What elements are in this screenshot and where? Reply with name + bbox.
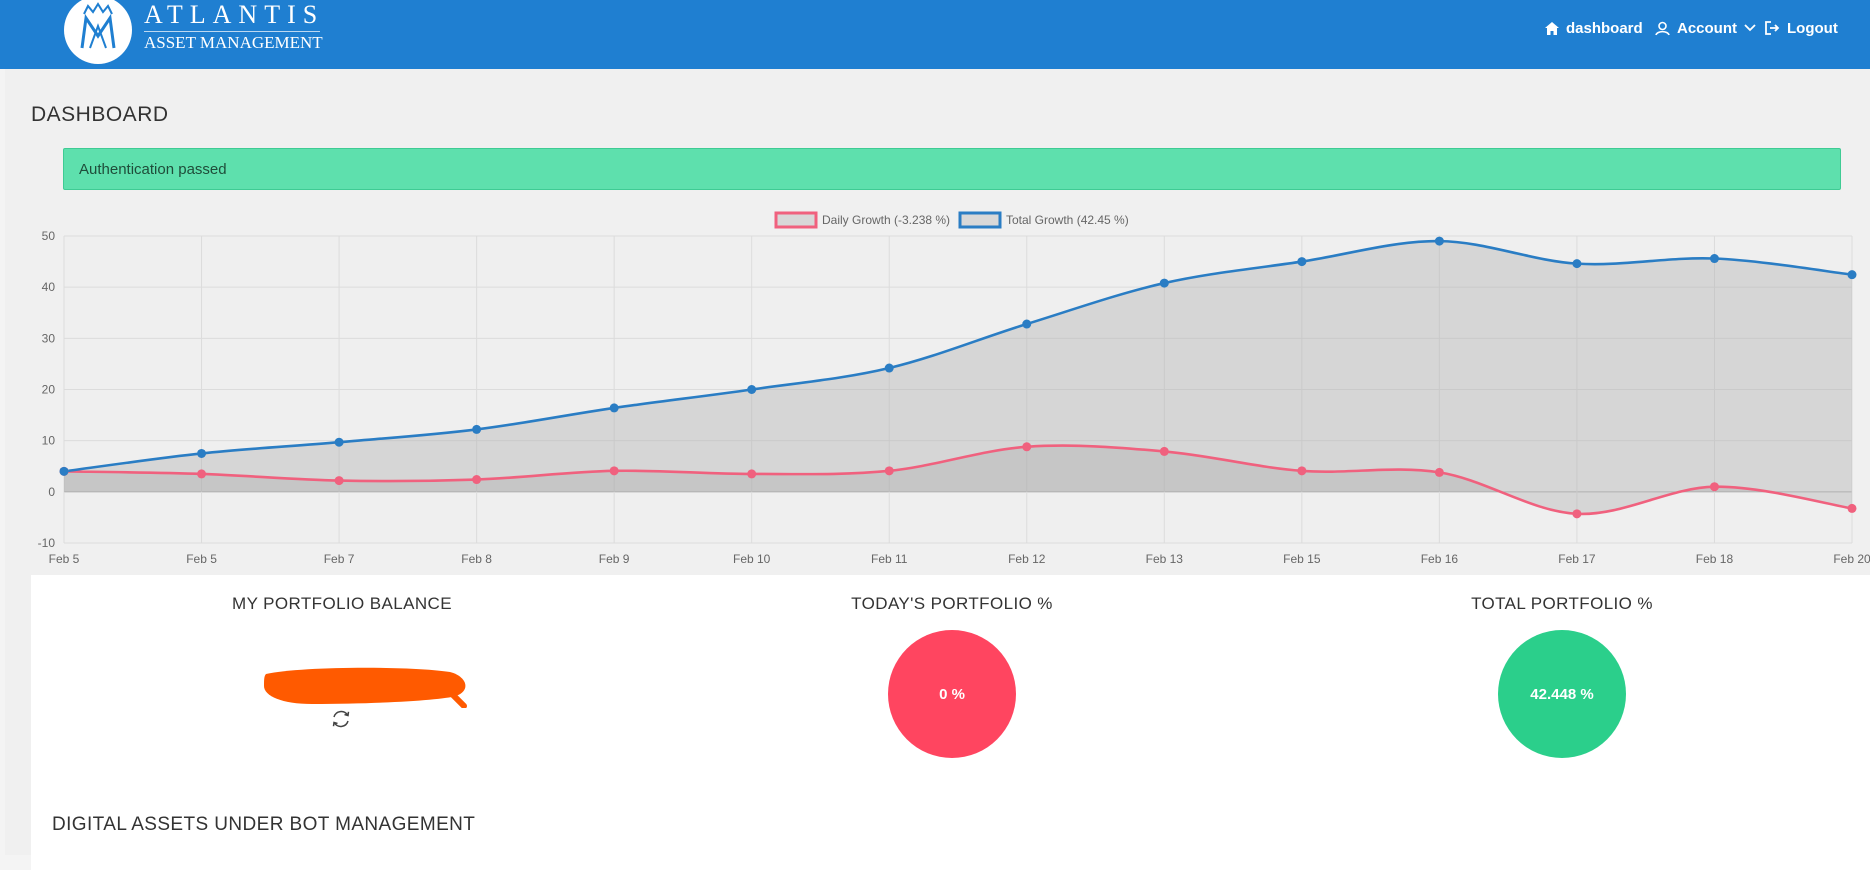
data-point: [747, 469, 757, 479]
data-point: [1847, 270, 1857, 280]
today-percent-value: 0 %: [939, 685, 965, 703]
legend-swatch: [774, 211, 818, 229]
brand-divider: [144, 31, 320, 32]
x-tick-label: Feb 12: [1008, 552, 1046, 566]
atlantis-logo[interactable]: [64, 0, 132, 64]
x-tick-label: Feb 10: [733, 552, 771, 566]
data-point: [1572, 509, 1582, 519]
y-tick-label: 10: [42, 434, 56, 448]
data-point: [1434, 236, 1444, 246]
auth-alert: Authentication passed: [63, 148, 1841, 190]
today-percent-circle: 0 %: [888, 630, 1016, 758]
logout-icon: [1765, 21, 1780, 35]
nav-dashboard-label: dashboard: [1566, 19, 1643, 37]
nav-account-label: Account: [1677, 19, 1737, 37]
total-percent-circle: 42.448 %: [1498, 630, 1626, 758]
data-point: [197, 469, 207, 479]
x-tick-label: Feb 7: [324, 552, 355, 566]
x-tick-label: Feb 15: [1283, 552, 1321, 566]
data-point: [1022, 319, 1032, 329]
data-point: [1434, 467, 1444, 477]
legend-swatch: [958, 211, 1002, 229]
section-title: DIGITAL ASSETS UNDER BOT MANAGEMENT: [52, 814, 476, 835]
data-point: [197, 448, 207, 458]
crown-logo-icon: [80, 2, 116, 49]
x-tick-label: Feb 11: [871, 552, 908, 566]
nav-logout[interactable]: Logout: [1765, 18, 1838, 38]
home-icon: [1545, 21, 1559, 35]
brand-subtitle: ASSET MANAGEMENT: [144, 33, 323, 52]
x-tick-label: Feb 5: [186, 552, 217, 566]
data-point: [1159, 446, 1169, 456]
legend-label: Daily Growth (-3.238 %): [822, 213, 950, 227]
data-point: [334, 437, 344, 447]
x-tick-label: Feb 8: [461, 552, 492, 566]
data-point: [1709, 482, 1719, 492]
series-area: [64, 445, 1852, 514]
data-point: [884, 466, 894, 476]
x-tick-label: Feb 17: [1558, 552, 1596, 566]
total-percent-value: 42.448 %: [1530, 685, 1594, 703]
redacted-balance: [264, 667, 467, 708]
x-tick-label: Feb 5: [49, 552, 80, 566]
series-line: [63, 239, 1853, 473]
data-point: [1159, 278, 1169, 288]
data-point: [609, 403, 619, 413]
data-point: [609, 466, 619, 476]
data-point: [1297, 466, 1307, 476]
alert-text: Authentication passed: [79, 161, 227, 178]
brand-name: ATLANTIS: [144, 0, 325, 29]
balance-title: MY PORTFOLIO BALANCE: [232, 594, 452, 613]
growth-chart: 50 40 30 20 10 0 -10 Feb 5 Feb 5 Feb 7 Feb 8 Feb 9 F…: [38, 211, 1870, 566]
total-title: TOTAL PORTFOLIO %: [1471, 594, 1653, 613]
y-tick-label: -10: [38, 536, 56, 550]
nav-dashboard[interactable]: dashboard: [1545, 18, 1643, 38]
navbar: ATLANTIS ASSET MANAGEMENT dashboard Acco…: [0, 0, 1870, 69]
data-point: [472, 424, 482, 434]
data-point: [884, 363, 894, 373]
y-tick-label: 20: [42, 383, 56, 397]
today-title: TODAY'S PORTFOLIO %: [851, 594, 1053, 613]
chevron-down-icon: [1744, 24, 1756, 32]
refresh-icon[interactable]: [330, 708, 352, 730]
data-point: [1847, 503, 1857, 513]
data-point: [1709, 254, 1719, 264]
series-line: [63, 444, 1853, 516]
data-point: [59, 466, 69, 476]
x-tick-label: Feb 16: [1421, 552, 1459, 566]
x-tick-label: Feb 18: [1696, 552, 1734, 566]
nav-logout-label: Logout: [1787, 19, 1838, 37]
x-tick-label: Feb 13: [1146, 552, 1184, 566]
x-tick-label: Feb 20: [1833, 552, 1870, 566]
nav-account[interactable]: Account: [1655, 18, 1756, 38]
data-point: [747, 385, 757, 394]
legend-label: Total Growth (42.45 %): [1006, 213, 1129, 227]
data-point: [1297, 257, 1307, 267]
y-tick-label: 50: [42, 229, 56, 243]
data-point: [1022, 442, 1032, 452]
page-title: DASHBOARD: [31, 103, 169, 126]
data-point: [334, 476, 344, 486]
series-area: [64, 241, 1852, 492]
data-point: [1572, 259, 1582, 269]
y-tick-label: 40: [42, 280, 56, 294]
y-tick-label: 30: [42, 331, 56, 345]
data-point: [472, 475, 482, 485]
y-tick-label: 0: [48, 485, 55, 499]
x-tick-label: Feb 9: [599, 552, 630, 566]
user-icon: [1655, 21, 1670, 35]
